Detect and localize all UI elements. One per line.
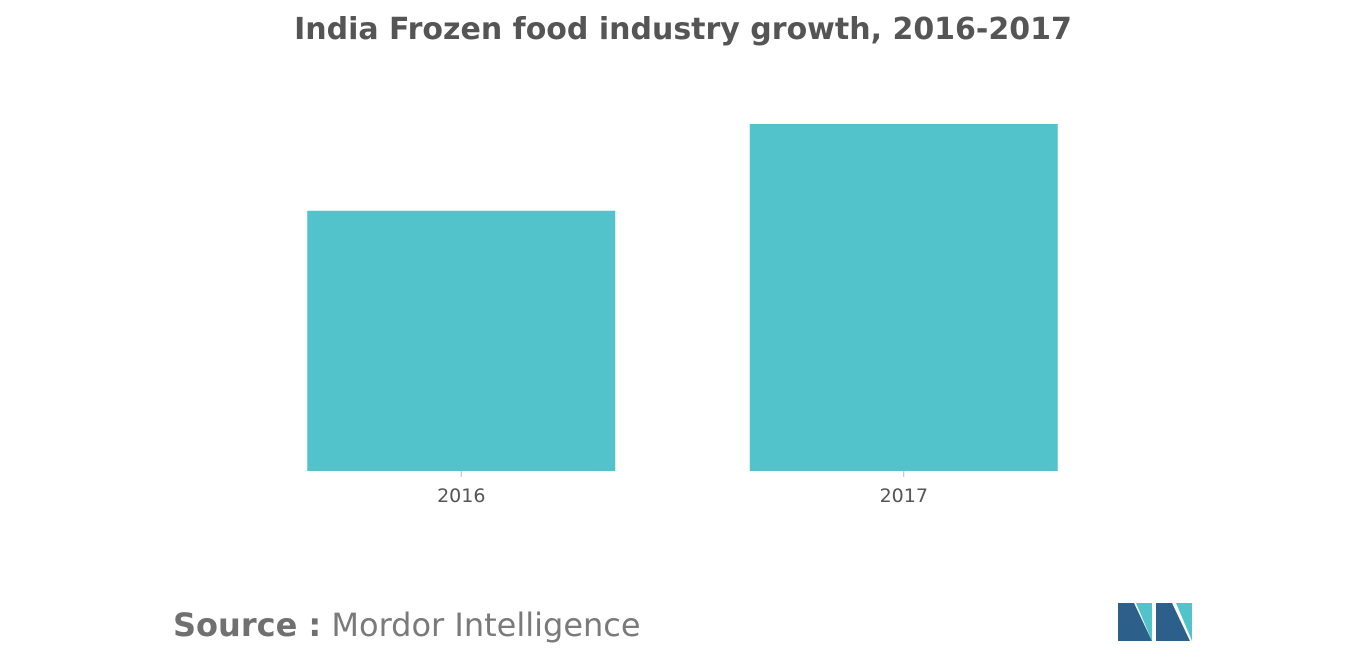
mordor-intelligence-logo-icon — [1118, 603, 1192, 641]
bar-2016 — [307, 210, 616, 471]
chart-title: India Frozen food industry growth, 2016-… — [294, 12, 1072, 47]
source-label: Source : — [173, 606, 322, 644]
tick-group: 2016 2017 — [437, 471, 928, 507]
source-value: Mordor Intelligence — [331, 606, 641, 644]
x-tick-label-2016: 2016 — [437, 485, 485, 507]
x-tick-label-2017: 2017 — [880, 485, 928, 507]
bar-2017 — [749, 124, 1058, 471]
bar-group — [307, 124, 1058, 471]
source-note: Source : Mordor Intelligence — [173, 606, 641, 644]
